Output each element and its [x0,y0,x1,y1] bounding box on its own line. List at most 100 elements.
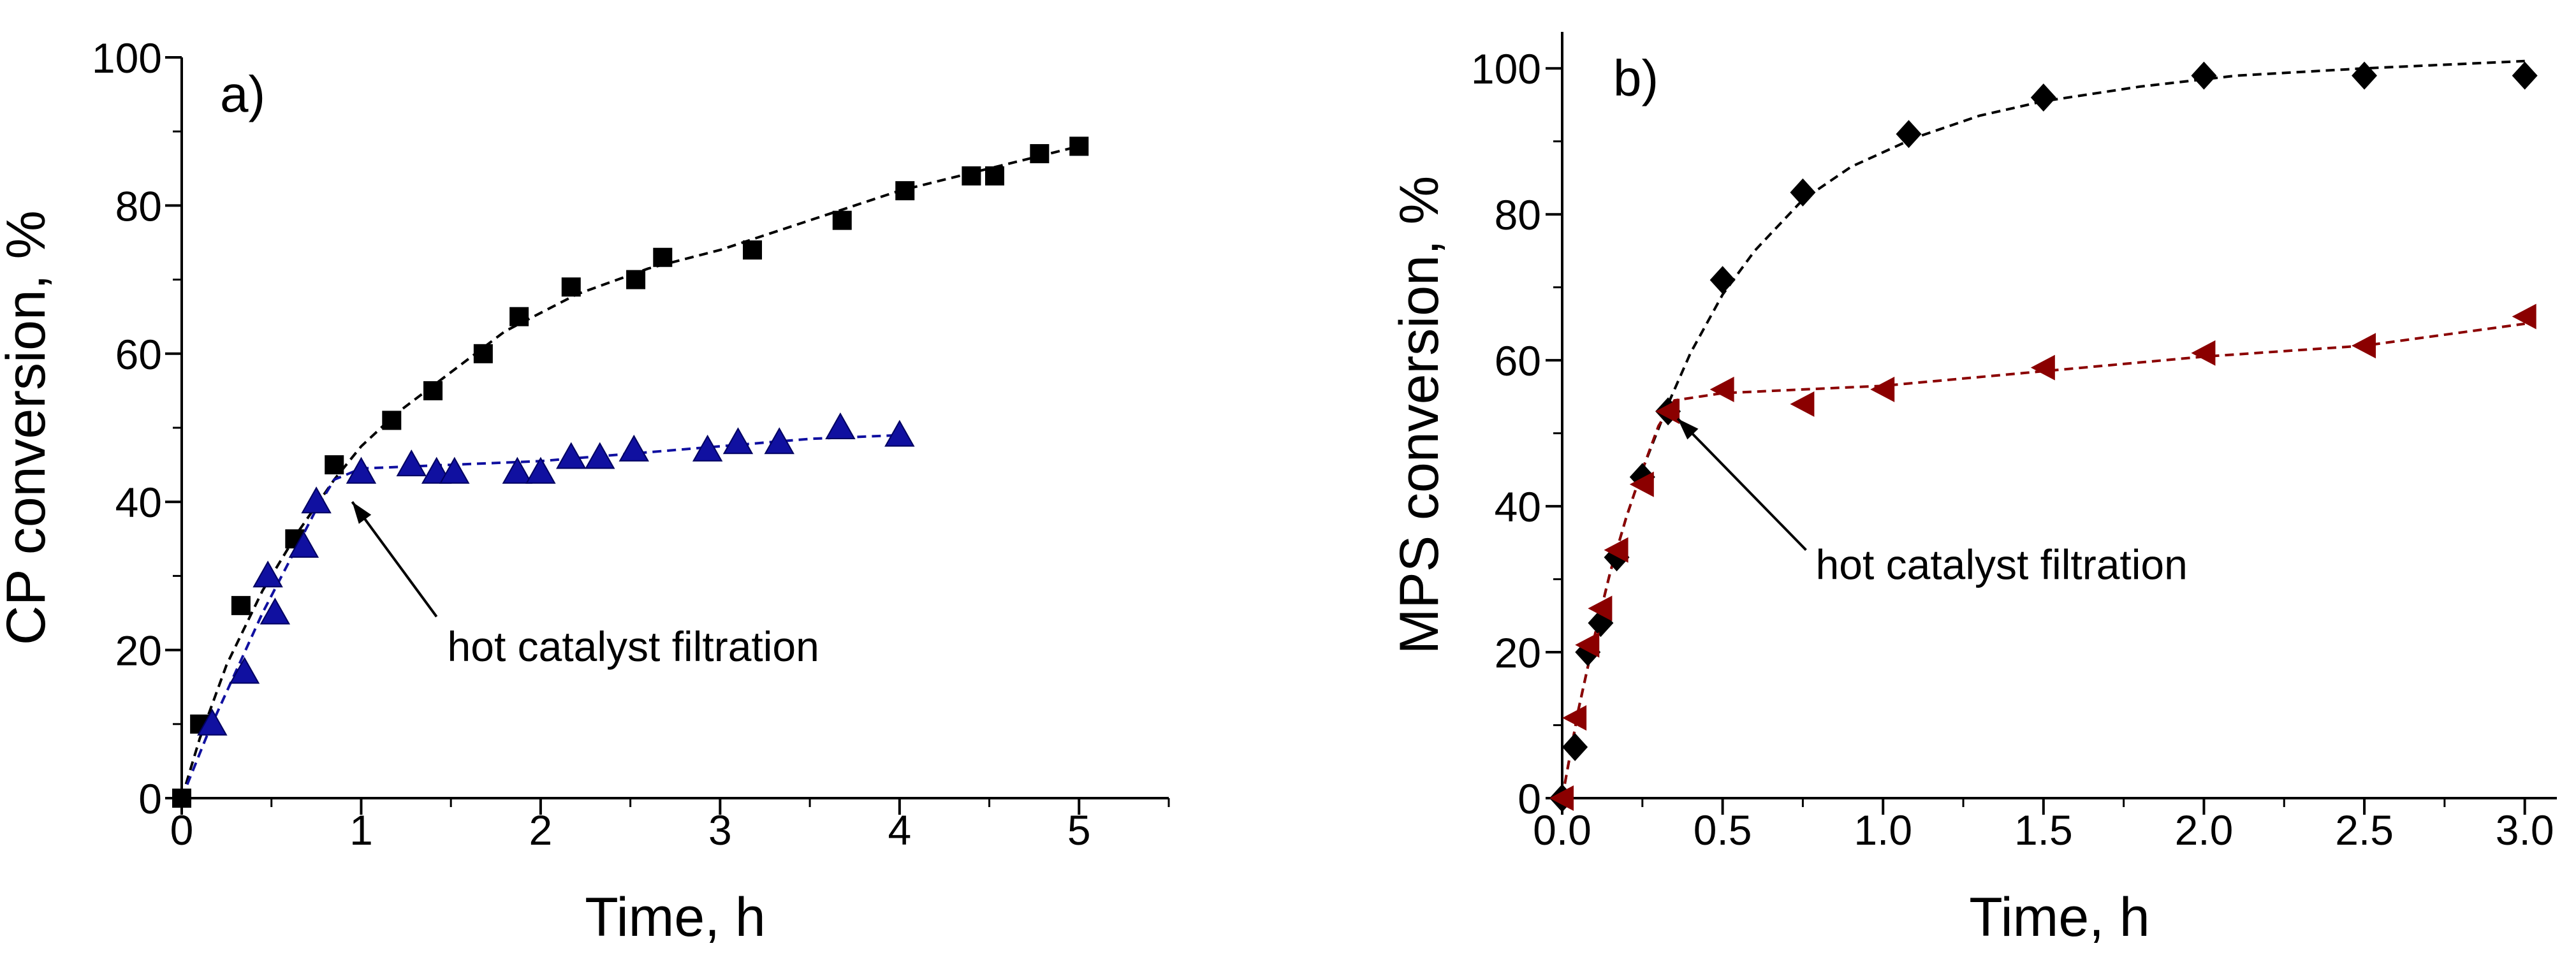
b-series-1-point [2352,333,2376,359]
b-series-1-point [2512,303,2536,330]
b-series-0-point [1896,120,1922,149]
b-x-tick-label: 1.5 [2014,806,2073,854]
a-series-1-fit-line [180,433,900,799]
b-annotation-text: hot catalyst filtration [1816,541,2188,588]
b-series-0-point [2512,61,2538,90]
b-y-tick-label: 20 [1495,629,1541,676]
a-series-1-point [288,530,319,558]
a-series-0-point [325,455,344,475]
a-x-tick-label: 0 [170,806,194,854]
b-series-0-point [1562,732,1588,761]
a-series-1-point [197,708,228,736]
b-series-1-point [1790,391,1815,417]
b-panel-label: b) [1613,50,1658,106]
b-annotation-arrowhead [1678,418,1699,440]
b-series-0-fit-line [1561,59,2525,799]
a-series-0-point [231,595,251,615]
a-x-axis-title: Time, h [585,887,766,948]
a-series-1-point [884,419,915,447]
a-series-1-point [585,442,615,469]
a-x-tick-label: 2 [529,806,553,854]
a-series-1-point [764,427,794,455]
b-x-tick-label: 2.5 [2335,806,2394,854]
b-series-1-point [1709,376,1734,402]
a-series-1-point [301,486,332,514]
b-series-1-point [1629,471,1654,497]
a-series-0-point [653,247,673,267]
a-y-tick-label: 60 [115,331,162,378]
a-series-0-point [626,270,646,289]
a-series-0-point [382,411,402,430]
b-y-tick-label: 100 [1471,45,1541,92]
a-series-1-point [525,456,556,484]
a-series-1-point [502,456,533,484]
b-series-1-point [1655,398,1680,425]
a-series-1-point [825,412,856,439]
a-y-tick-label: 20 [115,627,162,674]
b-y-tick-label: 80 [1495,191,1541,238]
a-y-tick-label: 80 [115,182,162,229]
a-annotation-text: hot catalyst filtration [448,623,819,670]
b-series-0-point [2191,61,2217,90]
b-x-tick-label: 0.5 [1694,806,1752,854]
b-annotation-arrow [1676,418,1807,551]
a-series-0-point [1030,144,1050,164]
b-y-tick-label: 40 [1495,483,1541,530]
a-series-1-point [260,597,291,625]
panel-a-chart: 0 1 2 3 4 5 0 20 40 60 80 100 Time, h CP conversion, … [0,34,1170,948]
a-series-1-point [346,456,377,484]
a-series-1-point [439,456,470,484]
a-x-tick-label: 3 [708,806,732,854]
b-series-1-point [1575,632,1600,658]
a-y-tick-label: 0 [138,775,162,822]
a-x-tick-label: 4 [888,806,911,854]
a-series-1-point [252,560,283,588]
b-series-1-point [1549,785,1574,811]
a-series-0-fit-line [180,145,1079,799]
a-series-0-point [423,381,443,400]
b-series-0-point [1709,266,1736,295]
b-x-tick-label: 3.0 [2496,806,2554,854]
a-series-0-point [895,181,915,201]
a-panel-label: a) [220,66,265,122]
b-series-1-point [1870,376,1895,402]
b-series-0-point [1790,178,1816,207]
b-y-axis-title: MPS conversion, % [1389,176,1450,654]
a-series-1-point [692,434,723,462]
a-series-0-point [832,210,852,230]
a-y-axis-title: CP conversion, % [0,210,57,645]
a-series-1-point [618,434,649,462]
b-y-tick-label: 60 [1495,337,1541,384]
a-x-tick-label: 5 [1067,806,1091,854]
b-x-tick-label: 1.0 [1854,806,1912,854]
b-y-tick-label: 0 [1518,775,1541,822]
b-series-0-point [2352,61,2378,90]
b-series-1-point [2191,340,2216,366]
a-series-0-point [984,166,1004,186]
a-annotation-arrowhead [352,502,372,524]
b-x-tick-label: 0.0 [1533,806,1592,854]
a-series-0-point [172,789,191,808]
b-series-1-fit-line [1561,322,2525,799]
a-series-0-point [1069,136,1089,156]
b-series-1-point [1588,595,1613,622]
a-series-0-point [561,277,581,297]
a-x-tick-label: 1 [349,806,373,854]
b-x-axis-title: Time, h [1969,887,2150,948]
b-series-1-point [1562,705,1587,731]
a-series-0-point [473,344,493,363]
a-series-1-point [396,449,427,477]
a-series-1-point [229,657,260,684]
a-series-0-point [509,307,529,326]
a-y-tick-label: 100 [92,34,162,82]
a-annotation-arrow [351,501,438,618]
b-x-tick-label: 2.0 [2175,806,2234,854]
a-series-0-point [743,240,763,260]
a-series-0-point [962,166,981,186]
a-series-1-point [556,442,587,469]
a-y-tick-label: 40 [115,479,162,526]
b-series-1-point [2030,354,2055,381]
a-series-1-point [722,427,754,455]
b-series-0-point [2030,84,2056,112]
